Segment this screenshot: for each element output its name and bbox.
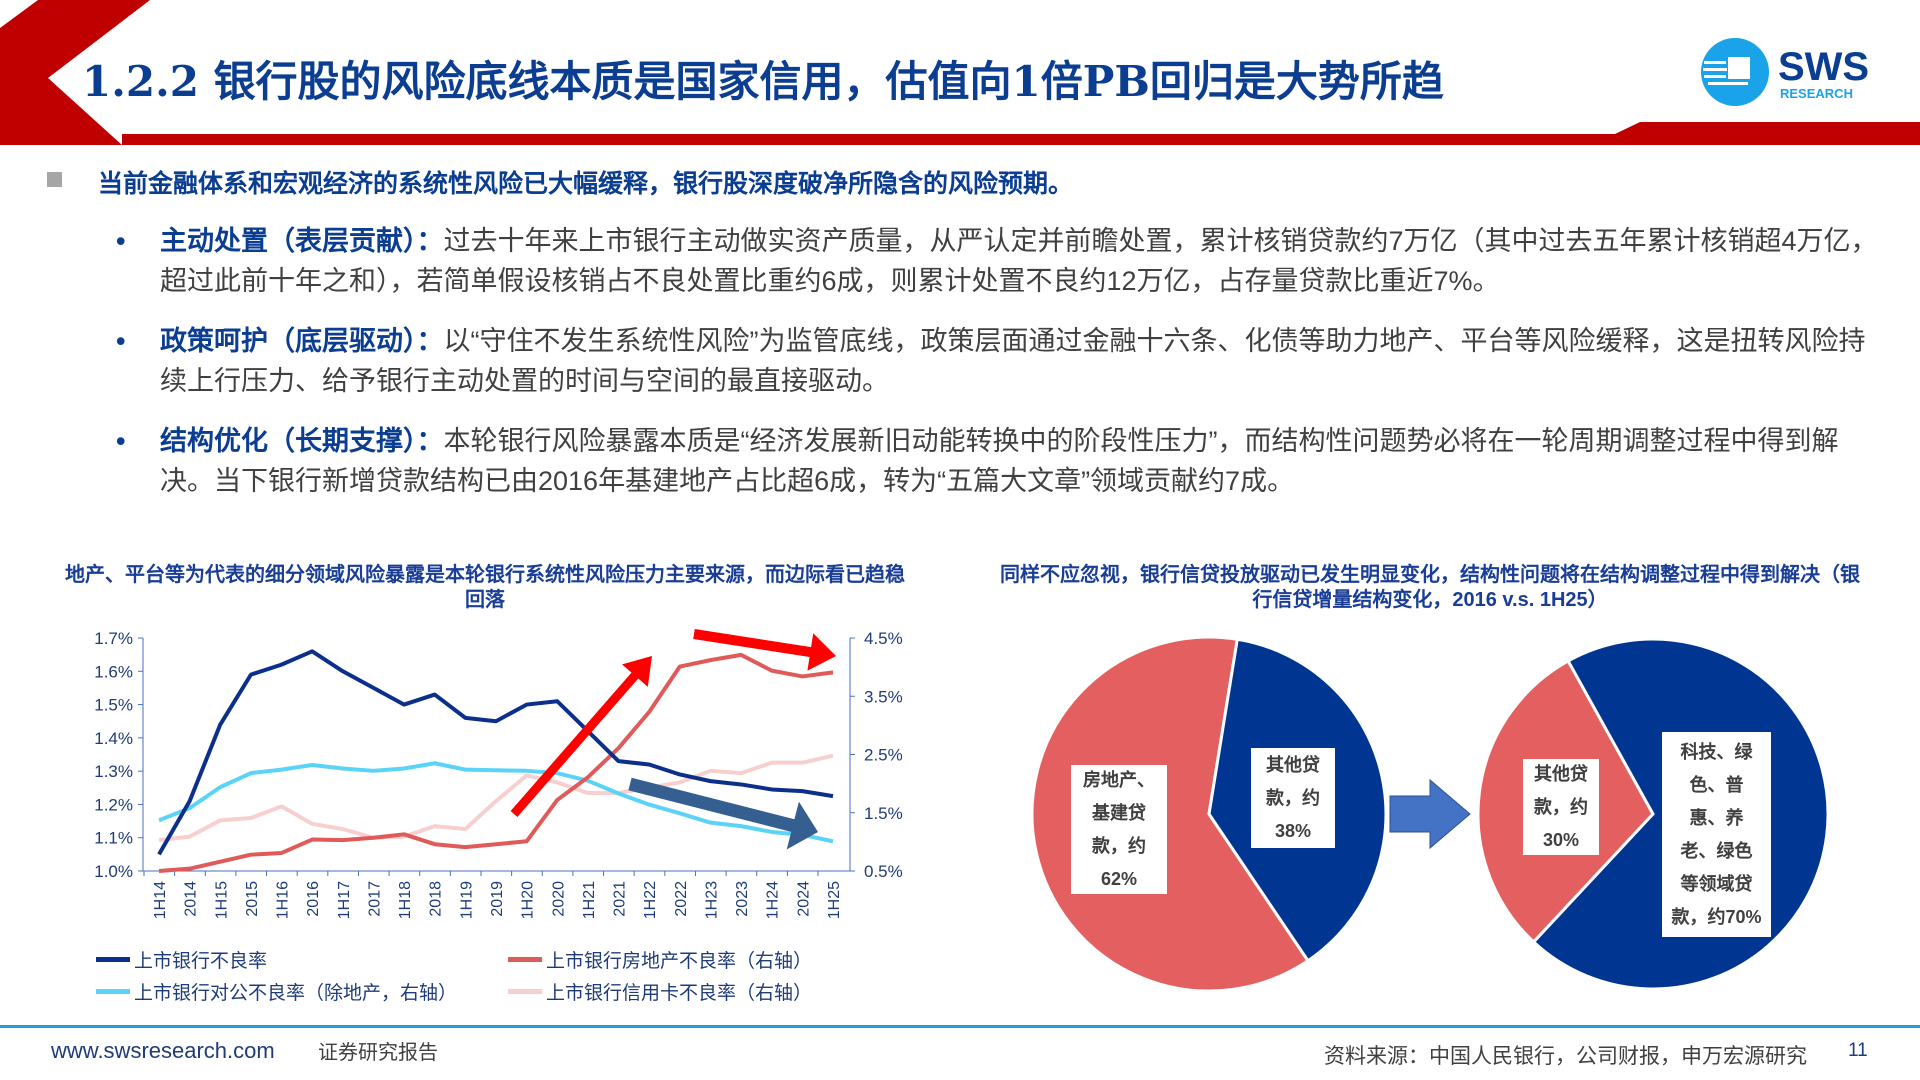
pie-slice-label: 其他贷款，约38% bbox=[1266, 754, 1320, 841]
legend-swatch bbox=[96, 957, 130, 962]
x-tick-label: 2018 bbox=[428, 881, 445, 917]
x-tick-label: 1H22 bbox=[642, 881, 659, 919]
y-tick-label: 1.1% bbox=[94, 829, 133, 848]
bullet-text: 过去十年来上市银行主动做实资产质量，从严认定并前瞻处置，累计核销贷款约7万亿（其… bbox=[160, 226, 1878, 296]
x-tick-label: 2017 bbox=[366, 881, 383, 917]
x-tick-label: 2021 bbox=[612, 881, 629, 917]
x-tick-label: 2023 bbox=[734, 881, 751, 917]
pie-label-1h25-new-sectors: 科技、绿 色、普 惠、养 老、绿色 等领域贷 款，约70% bbox=[1662, 732, 1771, 937]
line-chart: 1.7% 1.6% 1.5% 1.4% 1.3% 1.2% 1.1% 1.0% 4.5% 3.5%… bbox=[94, 629, 903, 919]
y2-tick-label: 3.5% bbox=[864, 687, 903, 706]
svg-text:RESEARCH: RESEARCH bbox=[1780, 86, 1853, 101]
x-tick-label: 2020 bbox=[550, 881, 567, 917]
pie-slice-label: 其他贷款，约30% bbox=[1534, 763, 1588, 850]
y-tick-label: 1.5% bbox=[94, 696, 133, 715]
y-tick-label: 1.2% bbox=[94, 795, 133, 814]
x-tick-label: 1H14 bbox=[152, 881, 169, 919]
legend-item: 上市银行信用卡不良率（右轴） bbox=[508, 978, 812, 1005]
legend-swatch bbox=[508, 957, 542, 962]
x-tick-label: 2022 bbox=[673, 881, 690, 917]
bullet-item: • 结构优化（长期支撑）：本轮银行风险暴露本质是“经济发展新旧动能转换中的阶段性压… bbox=[116, 421, 1890, 501]
series-line bbox=[157, 649, 834, 856]
header-decoration bbox=[0, 0, 1920, 145]
x-tick-label: 2016 bbox=[305, 881, 322, 917]
heading-bullet-icon bbox=[47, 172, 62, 187]
series-line bbox=[158, 753, 834, 843]
pie-label-2016-realestate: 房地产、 基建贷 款，约 62% bbox=[1071, 765, 1167, 894]
legend-item: 上市银行房地产不良率（右轴） bbox=[508, 946, 812, 973]
svg-text:SWS: SWS bbox=[1778, 45, 1869, 89]
right-arrow-icon bbox=[1389, 778, 1471, 850]
bullet-dot-icon: • bbox=[116, 326, 126, 356]
y-tick-label: 1.6% bbox=[94, 662, 133, 681]
bullet-item: • 主动处置（表层贡献）：过去十年来上市银行主动做实资产质量，从严认定并前瞻处置，… bbox=[116, 221, 1890, 301]
series-line bbox=[158, 761, 834, 844]
x-tick-label: 2019 bbox=[489, 881, 506, 917]
page-number: 11 bbox=[1848, 1040, 1868, 1061]
bullet-dot-icon: • bbox=[116, 426, 126, 456]
x-tick-label: 1H21 bbox=[581, 881, 598, 919]
y2-tick-label: 2.5% bbox=[864, 746, 903, 765]
sws-logo: SWS RESEARCH bbox=[1700, 35, 1900, 110]
bullet-title: 政策呵护（底层驱动）： bbox=[160, 326, 444, 356]
x-tick-label: 2014 bbox=[183, 881, 200, 917]
footer-source: 资料来源：中国人民银行，公司财报，申万宏源研究 bbox=[1324, 1045, 1807, 1068]
x-tick-label: 1H25 bbox=[826, 881, 843, 919]
footer-report-type: 证券研究报告 bbox=[318, 1042, 438, 1064]
x-tick-label: 1H23 bbox=[703, 881, 720, 919]
legend-label: 上市银行房地产不良率（右轴） bbox=[546, 951, 813, 972]
legend-item: 上市银行不良率 bbox=[96, 946, 267, 973]
bullet-item: • 政策呵护（底层驱动）：以“守住不发生系统性风险”为监管底线，政策层面通过金融十… bbox=[116, 321, 1890, 401]
x-tick-label: 1H18 bbox=[397, 881, 414, 919]
pie-slice bbox=[1030, 635, 1311, 993]
bullet-text: 本轮银行风险暴露本质是“经济发展新旧动能转换中的阶段性压力”，而结构性问题势必将… bbox=[160, 426, 1839, 496]
section-heading: 当前金融体系和宏观经济的系统性风险已大幅缓释，银行股深度破净所隐含的风险预期。 bbox=[98, 170, 1074, 198]
series-line bbox=[158, 652, 834, 873]
down-trend-arrow-icon bbox=[693, 629, 836, 671]
x-tick-label: 1H17 bbox=[336, 881, 353, 919]
legend-label: 上市银行对公不良率（除地产，右轴） bbox=[134, 983, 458, 1004]
up-trend-arrow-icon bbox=[510, 656, 652, 817]
legend-label: 上市银行不良率 bbox=[134, 951, 268, 972]
x-tick-label: 1H20 bbox=[520, 881, 537, 919]
y-tick-label: 1.7% bbox=[94, 629, 133, 648]
x-tick-label: 1H24 bbox=[765, 881, 782, 919]
sws-logo-icon: SWS RESEARCH bbox=[1701, 38, 1869, 106]
line-chart-title: 地产、平台等为代表的细分领域风险暴露是本轮银行系统性风险压力主要来源，而边际看已… bbox=[65, 564, 905, 611]
footer-website[interactable]: www.swsresearch.com bbox=[51, 1038, 275, 1063]
y-tick-label: 1.3% bbox=[94, 762, 133, 781]
y-tick-label: 1.0% bbox=[94, 862, 133, 881]
pie-chart-title: 同样不应忽视，银行信贷投放驱动已发生明显变化，结构性问题将在结构调整过程中得到解… bbox=[1000, 564, 1860, 611]
legend-item: 上市银行对公不良率（除地产，右轴） bbox=[96, 978, 457, 1005]
bullet-title: 结构优化（长期支撑）： bbox=[160, 426, 444, 456]
x-tick-label: 1H19 bbox=[458, 881, 475, 919]
x-tick-label: 1H16 bbox=[275, 881, 292, 919]
pie-label-2016-other: 其他贷款，约38% bbox=[1251, 748, 1335, 848]
bullet-text: 以“守住不发生系统性风险”为监管底线，政策层面通过金融十六条、化债等助力地产、平… bbox=[160, 326, 1866, 396]
bullet-dot-icon: • bbox=[116, 226, 126, 256]
y-tick-label: 1.4% bbox=[94, 729, 133, 748]
x-tick-label: 2015 bbox=[244, 881, 261, 917]
legend-label: 上市银行信用卡不良率（右轴） bbox=[546, 983, 813, 1004]
y2-tick-label: 0.5% bbox=[864, 862, 903, 881]
pie-label-1h25-other: 其他贷款，约30% bbox=[1523, 759, 1599, 855]
legend-swatch bbox=[508, 989, 542, 994]
legend-swatch bbox=[96, 989, 130, 994]
y2-tick-label: 1.5% bbox=[864, 804, 903, 823]
x-tick-label: 1H15 bbox=[213, 881, 230, 919]
x-tick-label: 2024 bbox=[795, 881, 812, 917]
footer-divider bbox=[0, 1025, 1920, 1028]
y2-tick-label: 4.5% bbox=[864, 629, 903, 648]
bullet-title: 主动处置（表层贡献）： bbox=[160, 226, 444, 256]
decline-arrow-icon bbox=[628, 777, 818, 850]
page-title: 1.2.2 银行股的风险底线本质是国家信用，估值向1倍PB回归是大势所趋 bbox=[82, 57, 1444, 106]
